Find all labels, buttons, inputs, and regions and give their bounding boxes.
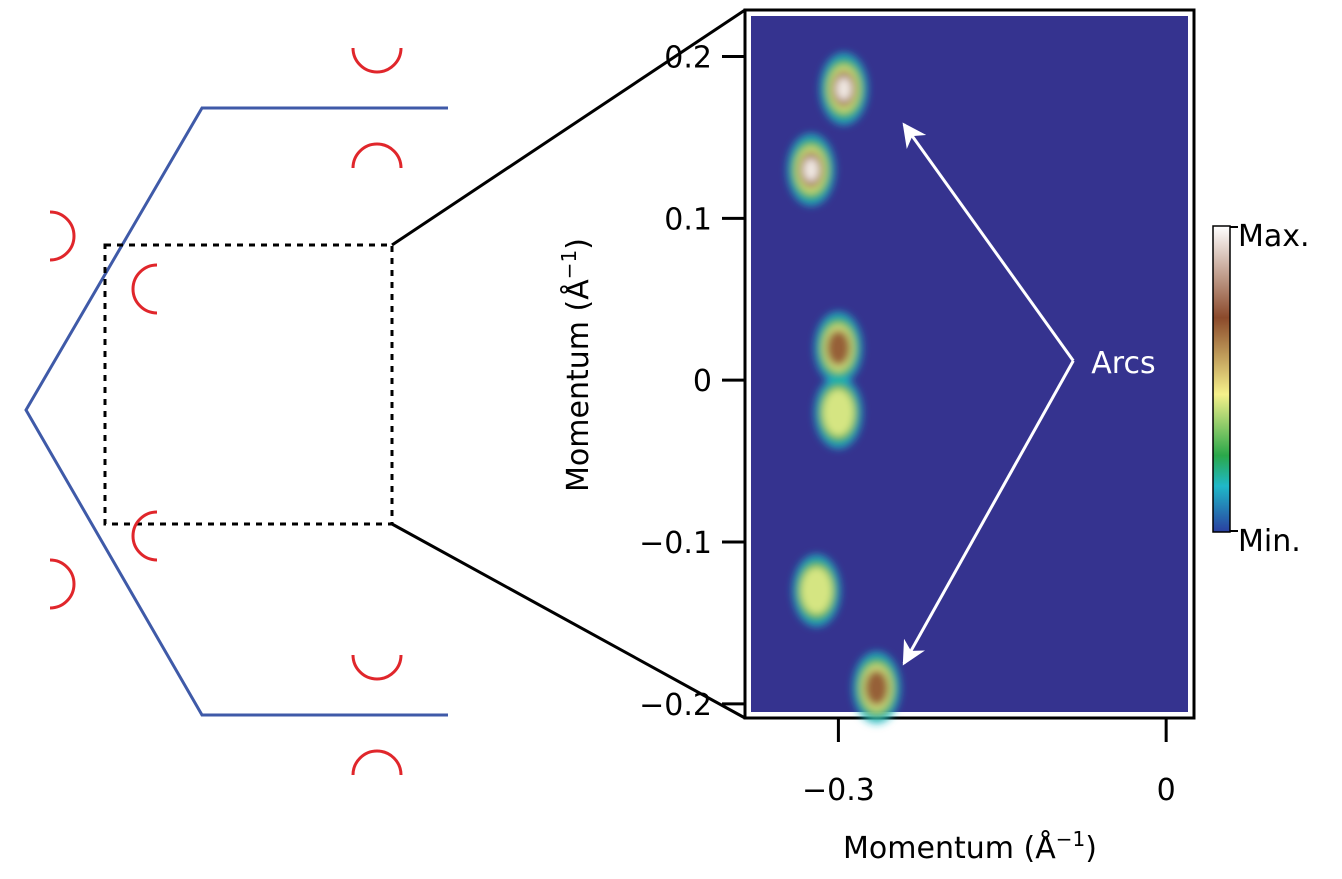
x-axis: −0.3 0: [802, 718, 1176, 808]
fermi-arc: [49, 558, 76, 610]
y-tick-label: 0: [693, 364, 712, 399]
y-tick-label: −0.1: [639, 526, 712, 561]
fermi-arc: [131, 510, 158, 562]
zoom-region-box: [103, 243, 394, 526]
fermi-arc: [351, 47, 403, 74]
colorbar-gradient-bar: [1212, 225, 1231, 533]
arpes-plot: Arcs 0.2 0.1 0 −0.1 −0.2 −0.3 0 Momentum (Å−1…: [557, 8, 1196, 866]
zoom-connector-bottom: [391, 522, 746, 720]
y-tick-label: 0.1: [664, 202, 712, 237]
fermi-arc: [131, 263, 158, 315]
y-tick-label: 0.2: [664, 40, 712, 75]
intensity-spot: [864, 669, 889, 706]
x-tick-label: −0.3: [802, 773, 875, 808]
intensity-spot: [826, 329, 851, 366]
colorbar: Max. Min.: [1212, 219, 1310, 559]
fermi-arcs: [49, 47, 403, 776]
fermi-arc: [351, 749, 403, 776]
fermi-arc: [49, 210, 76, 262]
arcs-arrow-upper: [902, 122, 1075, 362]
colorbar-min-label: Min.: [1238, 524, 1301, 559]
x-axis-title: Momentum (Å−1): [843, 827, 1097, 866]
y-tick-label: −0.2: [639, 688, 712, 723]
intensity-spot: [803, 157, 820, 182]
zoom-connector-top: [391, 8, 746, 247]
intensity-spot: [822, 388, 855, 437]
arcs-arrow-lower: [902, 360, 1075, 666]
arcs-annotation: Arcs: [902, 122, 1156, 666]
fermi-arc: [351, 654, 403, 681]
fermi-arc: [351, 142, 403, 169]
intensity-hotspots: [787, 52, 901, 724]
y-axis-title: Momentum (Å−1): [557, 238, 596, 492]
arcs-label: Arcs: [1091, 346, 1155, 381]
y-axis: 0.2 0.1 0 −0.1 −0.2: [639, 40, 745, 723]
colorbar-max-label: Max.: [1238, 219, 1310, 254]
brillouin-zone-schematic: [24, 8, 746, 776]
zone-boundary: [24, 106, 448, 717]
x-tick-label: 0: [1157, 773, 1176, 808]
intensity-spot: [835, 76, 852, 101]
intensity-spot: [800, 566, 833, 615]
